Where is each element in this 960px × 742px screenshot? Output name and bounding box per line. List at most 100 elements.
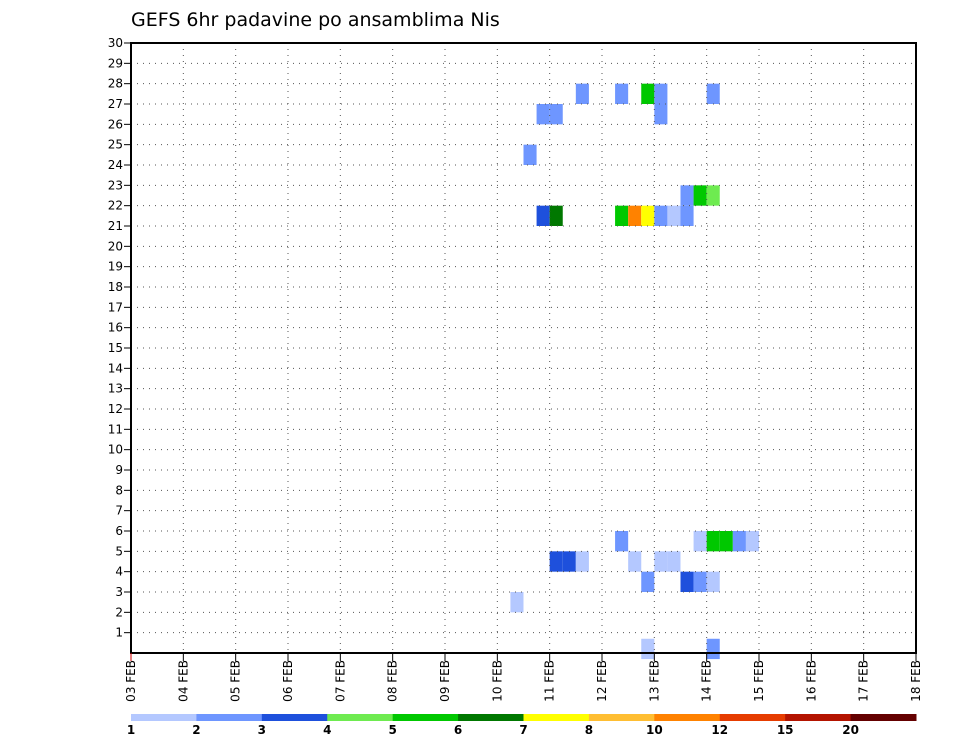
legend-label: 6 bbox=[454, 723, 462, 737]
y-tick-label: 9 bbox=[115, 463, 123, 477]
legend-swatch bbox=[327, 714, 394, 721]
precip-cell bbox=[615, 205, 629, 226]
precip-cell bbox=[654, 104, 668, 125]
y-tick-label: 5 bbox=[115, 544, 123, 558]
x-tick-label: 05 FEB bbox=[229, 660, 243, 702]
legend-label: 12 bbox=[711, 723, 728, 737]
precip-cell bbox=[628, 205, 642, 226]
precip-cell bbox=[654, 551, 668, 572]
legend-swatch bbox=[850, 714, 917, 721]
precip-cell bbox=[575, 83, 589, 104]
precip-cell bbox=[680, 571, 694, 592]
y-tick-label: 21 bbox=[108, 219, 123, 233]
y-tick-label: 19 bbox=[108, 260, 123, 274]
precip-cell bbox=[680, 205, 694, 226]
precip-cell bbox=[706, 185, 720, 206]
legend-label: 5 bbox=[388, 723, 396, 737]
y-tick-label: 11 bbox=[108, 422, 123, 436]
plot-frame bbox=[130, 42, 917, 654]
x-tick-label: 13 FEB bbox=[647, 660, 661, 702]
precip-cell bbox=[654, 205, 668, 226]
x-tick-label: 03 FEB bbox=[124, 660, 138, 702]
y-tick-label: 22 bbox=[108, 199, 123, 213]
precip-cell bbox=[615, 83, 629, 104]
color-legend: 1 2 3 4 5 6 7 8 10 12 15 20 bbox=[127, 714, 917, 737]
x-tick-label: 15 FEB bbox=[752, 660, 766, 702]
precip-cell bbox=[667, 551, 681, 572]
x-tick-label: 08 FEB bbox=[386, 660, 400, 702]
precip-cell bbox=[536, 104, 550, 125]
x-tick-label: 09 FEB bbox=[438, 660, 452, 702]
precip-cell bbox=[745, 531, 759, 552]
precip-cell bbox=[706, 638, 720, 660]
legend-label: 1 bbox=[127, 723, 135, 737]
precip-cell bbox=[732, 531, 746, 552]
y-tick-label: 1 bbox=[115, 626, 123, 640]
precip-cell bbox=[693, 185, 707, 206]
y-tick-label: 8 bbox=[115, 483, 123, 497]
y-tick-label: 23 bbox=[108, 178, 123, 192]
legend-label: 7 bbox=[519, 723, 527, 737]
precip-cell bbox=[706, 83, 720, 104]
legend-swatch bbox=[588, 714, 655, 721]
precip-cell bbox=[536, 205, 550, 226]
legend-swatch bbox=[785, 714, 852, 721]
precip-cell bbox=[615, 531, 629, 552]
precip-cell bbox=[641, 638, 655, 660]
legend-swatch bbox=[523, 714, 590, 721]
y-tick-label: 27 bbox=[108, 97, 123, 111]
y-tick-label: 24 bbox=[108, 158, 123, 172]
precip-cell bbox=[549, 104, 563, 125]
precip-cell bbox=[641, 83, 655, 104]
legend-swatch bbox=[196, 714, 263, 721]
y-tick-label: 30 bbox=[108, 36, 123, 50]
x-tick-label: 12 FEB bbox=[595, 660, 609, 702]
precip-cell bbox=[641, 205, 655, 226]
y-tick-label: 7 bbox=[115, 504, 123, 518]
x-tick-label: 07 FEB bbox=[333, 660, 347, 702]
x-tick-label: 16 FEB bbox=[804, 660, 818, 702]
precip-cell bbox=[575, 551, 589, 572]
precip-cell bbox=[706, 571, 720, 592]
x-tick-label: 18 FEB bbox=[909, 660, 923, 702]
precip-cell bbox=[549, 551, 563, 572]
y-tick-label: 26 bbox=[108, 117, 123, 131]
y-tick-label: 28 bbox=[108, 77, 123, 91]
y-tick-label: 17 bbox=[108, 300, 123, 314]
x-tick-label: 10 FEB bbox=[490, 660, 504, 702]
y-tick-label: 6 bbox=[115, 524, 123, 538]
x-tick-label: 11 FEB bbox=[543, 660, 557, 702]
legend-swatch bbox=[131, 714, 197, 721]
y-tick-label: 20 bbox=[108, 239, 123, 253]
precip-cell bbox=[719, 531, 733, 552]
y-tick-label: 15 bbox=[108, 341, 123, 355]
y-tick-label: 14 bbox=[108, 361, 123, 375]
y-tick-label: 25 bbox=[108, 138, 123, 152]
y-tick-label: 10 bbox=[108, 443, 123, 457]
legend-label: 4 bbox=[323, 723, 331, 737]
legend-label: 2 bbox=[192, 723, 200, 737]
y-tick-label: 16 bbox=[108, 321, 123, 335]
precip-cell bbox=[654, 83, 668, 104]
x-tick-label: 17 FEB bbox=[857, 660, 871, 702]
y-tick-label: 4 bbox=[115, 565, 123, 579]
y-tick-label: 3 bbox=[115, 585, 123, 599]
legend-swatch bbox=[719, 714, 786, 721]
y-tick-label: 13 bbox=[108, 382, 123, 396]
precip-cell bbox=[693, 571, 707, 592]
axes: 1234567891011121314151617181920212223242… bbox=[108, 36, 923, 702]
legend-label: 20 bbox=[842, 723, 859, 737]
legend-swatch bbox=[261, 714, 328, 721]
y-tick-label: 18 bbox=[108, 280, 123, 294]
precip-cell bbox=[680, 185, 694, 206]
legend-label: 8 bbox=[585, 723, 593, 737]
x-tick-label: 14 FEB bbox=[700, 660, 714, 702]
legend-swatch bbox=[392, 714, 459, 721]
chart-title: GEFS 6hr padavine po ansamblima Nis bbox=[131, 9, 500, 31]
precip-cell bbox=[523, 144, 537, 165]
x-tick-label: 06 FEB bbox=[281, 660, 295, 702]
precip-cell bbox=[641, 571, 655, 592]
precip-cell bbox=[549, 205, 563, 226]
legend-label: 3 bbox=[258, 723, 266, 737]
